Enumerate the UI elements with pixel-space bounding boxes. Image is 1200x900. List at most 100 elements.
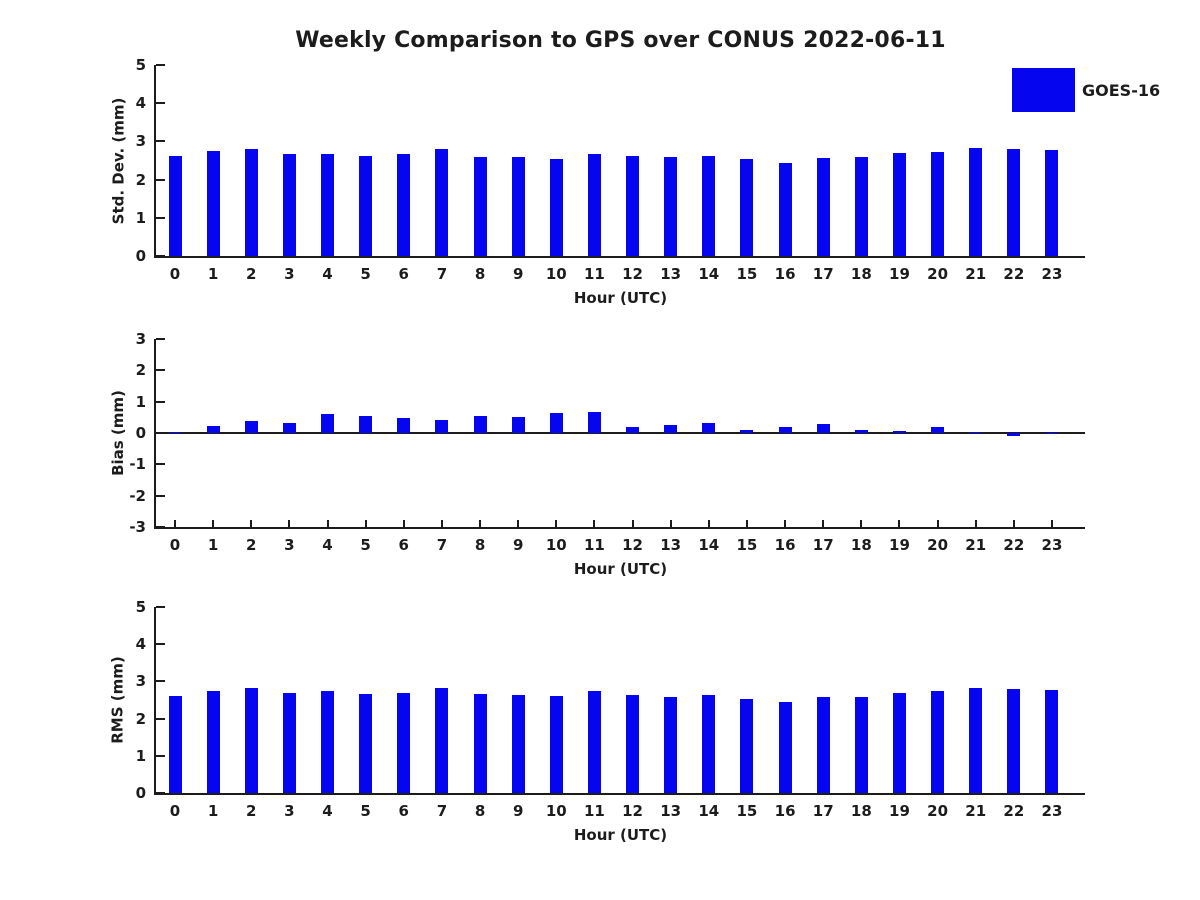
x-axis-line: [154, 793, 1085, 795]
y-tick-label: 5: [135, 598, 146, 616]
x-tick-label: 22: [1003, 536, 1025, 554]
x-tick-mark: [479, 520, 482, 527]
bar-hour-22: [1007, 433, 1021, 436]
bar-hour-17: [816, 697, 830, 793]
x-tick-mark: [745, 520, 748, 527]
x-tick-label: 19: [889, 802, 910, 820]
y-tick-label: 4: [135, 635, 146, 654]
y-tick-label: 1: [135, 392, 146, 411]
x-tick-label: 6: [398, 536, 409, 554]
x-tick-label: 10: [545, 536, 567, 554]
bar-hour-20: [931, 152, 945, 256]
bar-hour-4: [321, 691, 335, 793]
bar-hour-5: [359, 416, 373, 433]
bar-hour-17: [816, 158, 830, 256]
y-tick-mark: [156, 216, 165, 219]
x-tick-label: 5: [360, 265, 371, 283]
x-tick-label: 5: [360, 802, 371, 820]
y-tick-label: 3: [135, 132, 146, 151]
bar-hour-16: [778, 702, 792, 793]
bar-hour-6: [397, 692, 411, 793]
y-tick-label: 2: [135, 361, 146, 380]
y-tick-label: 1: [135, 208, 146, 227]
bar-hour-11: [587, 690, 601, 793]
bar-hour-21: [969, 148, 983, 256]
x-tick-mark: [784, 520, 787, 527]
x-tick-label: 16: [774, 802, 796, 820]
y-tick-label: 0: [135, 247, 146, 265]
legend: GOES-16: [1012, 68, 1160, 112]
bar-hour-13: [664, 157, 678, 256]
x-tick-mark: [631, 520, 634, 527]
x-tick-label: 18: [850, 265, 872, 283]
x-tick-label: 2: [246, 802, 257, 820]
bar-hour-0: [168, 432, 182, 434]
x-tick-label: 6: [398, 265, 409, 283]
x-tick-label: 15: [736, 265, 758, 283]
bar-hour-12: [626, 694, 640, 793]
stddev-y-axis-label: Std. Dev. (mm): [109, 97, 128, 224]
x-tick-mark: [555, 520, 558, 527]
x-tick-label: 1: [207, 265, 219, 283]
x-tick-label: 8: [474, 536, 486, 554]
x-tick-label: 19: [889, 265, 910, 283]
y-tick-label: -2: [129, 486, 146, 505]
x-tick-label: 13: [660, 802, 682, 820]
x-tick-label: 19: [889, 536, 910, 554]
bar-hour-6: [397, 154, 411, 256]
x-tick-mark: [898, 520, 901, 527]
bar-hour-13: [664, 696, 678, 793]
bar-hour-5: [359, 694, 373, 793]
bias-chart-plot-area: -3 -2 -1 0 1 2 3 0 1 2 3 4 5 6 7 8 9 10 11 12 13 14 15 16 17 18 19…: [129, 330, 1085, 554]
bar-hour-21: [969, 688, 983, 793]
y-tick-label: 3: [135, 672, 146, 691]
x-tick-label: 3: [284, 802, 295, 820]
x-tick-label: 6: [398, 802, 409, 820]
y-tick-mark: [156, 102, 165, 105]
x-tick-label: 17: [812, 265, 834, 283]
bar-hour-22: [1007, 149, 1021, 256]
y-axis-line: [154, 339, 156, 529]
x-tick-label: 5: [360, 536, 371, 554]
y-tick-label: 4: [135, 94, 146, 113]
y-tick-mark: [156, 338, 165, 340]
x-tick-label: 7: [436, 265, 448, 283]
bar-hour-8: [473, 415, 487, 433]
x-tick-label: 16: [774, 265, 796, 283]
y-tick-label: 3: [135, 330, 146, 348]
x-tick-label: 21: [965, 536, 987, 554]
x-tick-label: 11: [583, 265, 605, 283]
bar-hour-19: [892, 430, 906, 433]
x-tick-label: 1: [207, 802, 219, 820]
bar-hour-0: [168, 155, 182, 256]
y-tick-mark: [156, 754, 165, 757]
x-tick-label: 23: [1041, 265, 1063, 283]
y-tick-label: 5: [135, 56, 146, 74]
y-tick-mark: [156, 606, 165, 608]
bar-hour-9: [511, 157, 525, 256]
y-tick-mark: [156, 494, 165, 497]
y-tick-mark: [156, 400, 165, 403]
x-tick-mark: [326, 520, 329, 527]
bar-hour-7: [435, 419, 449, 433]
bar-hour-4: [321, 413, 335, 433]
x-tick-label: 8: [474, 802, 486, 820]
x-tick-mark: [288, 520, 291, 527]
rms-y-axis-label: RMS (mm): [109, 656, 128, 744]
bar-hour-9: [511, 416, 525, 433]
y-tick-mark: [156, 463, 165, 466]
x-tick-label: 4: [322, 536, 333, 554]
bar-hour-14: [702, 156, 716, 256]
x-tick-label: 22: [1003, 802, 1025, 820]
bar-hour-20: [931, 691, 945, 793]
x-tick-label: 2: [246, 536, 257, 554]
y-tick-mark: [156, 717, 165, 720]
x-tick-label: 20: [927, 802, 949, 820]
bar-hour-16: [778, 163, 792, 256]
bar-hour-23: [1045, 433, 1059, 434]
x-tick-label: 9: [512, 802, 524, 820]
x-tick-label: 11: [583, 536, 605, 554]
bar-hour-19: [892, 153, 906, 256]
bar-hour-12: [626, 426, 640, 433]
x-tick-label: 0: [169, 802, 181, 820]
